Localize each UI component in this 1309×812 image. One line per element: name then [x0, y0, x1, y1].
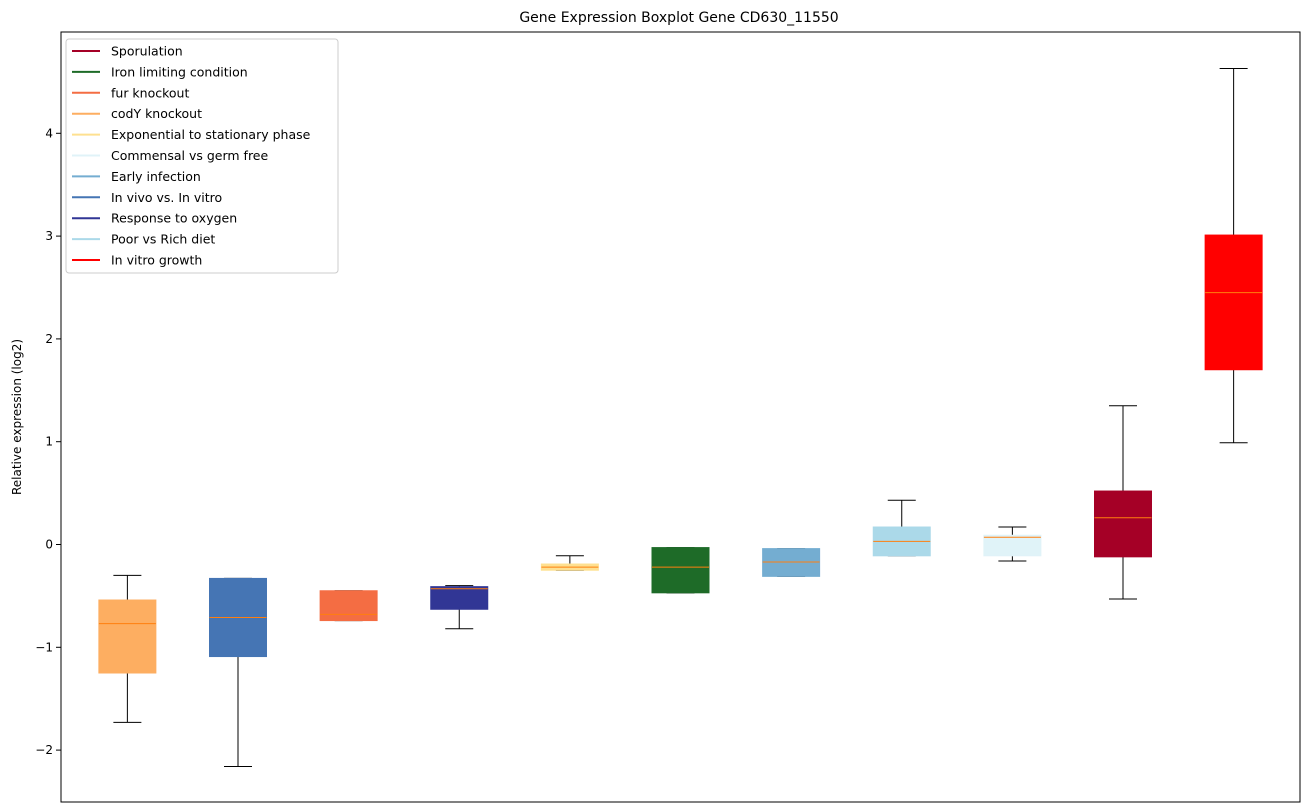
y-axis-label: Relative expression (log2): [10, 339, 24, 495]
box-rect: [651, 547, 710, 594]
chart-title: Gene Expression Boxplot Gene CD630_11550: [519, 10, 838, 26]
box-rect: [98, 599, 157, 674]
box-8: [872, 499, 931, 557]
y-tick-label: 2: [45, 332, 53, 346]
box-10: [1094, 405, 1152, 600]
y-tick-label: −2: [35, 743, 53, 757]
legend-frame: [65, 38, 339, 274]
box-4: [430, 585, 489, 630]
legend-label: Poor vs Rich diet: [111, 232, 215, 247]
legend-label: Sporulation: [111, 44, 183, 59]
box-11: [1204, 68, 1263, 444]
y-tick-label: 1: [45, 435, 53, 449]
box-9: [983, 526, 1042, 562]
legend-label: In vivo vs. In vitro: [111, 190, 222, 205]
box-1: [98, 574, 157, 723]
box-3: [319, 590, 378, 622]
plot-area-frame: [60, 31, 1301, 803]
legend-label: Response to oxygen: [111, 211, 237, 226]
legend-label: fur knockout: [111, 85, 189, 100]
box-rect: [430, 586, 489, 610]
box-rect: [1204, 234, 1263, 371]
box-5: [540, 555, 599, 571]
legend-label: codY knockout: [111, 106, 202, 121]
legend-label: Commensal vs germ free: [111, 148, 268, 163]
box-rect: [319, 590, 378, 622]
box-rect: [762, 548, 821, 577]
legend-label: Exponential to stationary phase: [111, 127, 311, 142]
y-tick-label: 0: [45, 538, 53, 552]
legend: Sporulation Iron limiting condition fur kn…: [65, 38, 339, 274]
legend-label: In vitro growth: [111, 253, 202, 268]
y-tick-label: 4: [45, 126, 53, 140]
y-tick-label: −1: [35, 640, 53, 654]
box-2: [209, 577, 267, 768]
box-6: [651, 547, 710, 594]
y-tick-label: 3: [45, 229, 53, 243]
box-rect: [1094, 490, 1152, 558]
legend-label: Iron limiting condition: [111, 64, 248, 79]
legend-label: Early infection: [111, 169, 201, 184]
box-rect: [983, 534, 1042, 557]
box-7: [762, 548, 821, 577]
y-axis: −2 −1 0 1 2 3 4: [35, 126, 61, 757]
boxes-group: [98, 68, 1263, 768]
